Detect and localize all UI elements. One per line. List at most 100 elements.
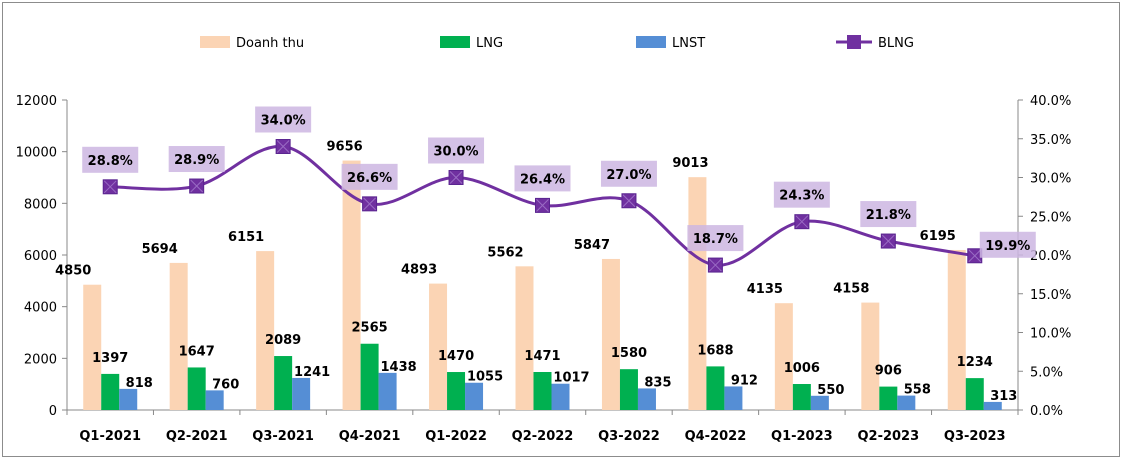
left-tick-label: 0	[49, 404, 57, 419]
blng-label-box	[82, 146, 139, 173]
data-label-doanh-thu: 5694	[142, 242, 178, 257]
x-tick-label: Q2-2022	[512, 429, 574, 444]
blng-label-box	[773, 181, 830, 208]
bar-doanh-thu	[601, 258, 620, 410]
blng-data-label: 19.9%	[985, 239, 1030, 254]
data-label-lnst: 558	[904, 383, 931, 398]
bar-doanh-thu	[169, 262, 188, 410]
bar-lng	[792, 384, 811, 410]
bar-lnst	[119, 388, 138, 410]
blng-marker-cross	[190, 179, 204, 193]
blng-data-label: 28.9%	[174, 153, 219, 168]
data-label-lnst: 1438	[380, 360, 416, 375]
data-label-doanh-thu: 4158	[833, 282, 869, 297]
bar-doanh-thu	[774, 303, 793, 410]
blng-data-label: 24.3%	[779, 189, 824, 204]
data-label-doanh-thu: 4850	[55, 264, 91, 279]
x-tick-label: Q2-2023	[857, 429, 919, 444]
x-tick-label: Q1-2022	[425, 429, 487, 444]
bar-lng	[965, 378, 984, 410]
blng-marker-cross	[536, 199, 549, 212]
bar-doanh-thu	[947, 249, 966, 410]
right-tick-label: 20.0%	[1030, 249, 1071, 264]
bar-lnst	[983, 401, 1002, 410]
right-tick-label: 30.0%	[1030, 172, 1071, 187]
right-tick-label: 5.0%	[1030, 365, 1063, 380]
bar-lnst	[551, 383, 570, 410]
bar-lnst	[810, 395, 829, 410]
blng-marker-cross	[881, 234, 895, 248]
left-tick-label: 2000	[24, 352, 57, 367]
bar-doanh-thu	[515, 266, 534, 410]
blng-marker-cross	[795, 215, 809, 229]
blng-label-box	[979, 231, 1036, 258]
blng-label-box	[341, 163, 398, 190]
data-label-lng: 1647	[179, 344, 215, 359]
blng-data-label: 21.8%	[866, 208, 911, 223]
left-tick-label: 4000	[24, 301, 57, 316]
legend-label-doanh-thu: Doanh thu	[236, 36, 304, 51]
data-label-doanh-thu: 9013	[672, 156, 708, 171]
bar-lng	[533, 371, 552, 410]
blng-marker-cross	[449, 171, 463, 184]
x-tick-label: Q3-2022	[598, 429, 660, 444]
data-label-lnst: 912	[731, 373, 758, 388]
bar-doanh-thu	[688, 177, 707, 410]
data-label-lnst: 835	[644, 375, 671, 390]
x-tick-label: Q4-2021	[339, 429, 401, 444]
blng-data-label: 27.0%	[606, 168, 651, 183]
right-tick-label: 15.0%	[1030, 288, 1071, 303]
legend-swatch-lnst	[636, 36, 666, 48]
bar-lnst	[637, 388, 656, 410]
bar-lng	[274, 356, 293, 410]
bar-doanh-thu	[861, 302, 880, 410]
blng-marker-cross	[968, 249, 982, 263]
blng-label-box	[600, 160, 657, 187]
data-label-lng: 906	[875, 364, 902, 379]
bar-lng	[706, 366, 725, 410]
left-tick-label: 8000	[24, 197, 57, 212]
bar-lng	[360, 343, 379, 410]
bar-lnst	[378, 372, 397, 410]
blng-marker-cross	[276, 140, 290, 153]
bar-lnst	[205, 390, 224, 410]
bar-lng	[101, 373, 120, 410]
right-tick-label: 10.0%	[1030, 327, 1071, 342]
data-label-lng: 1580	[611, 346, 647, 361]
bar-doanh-thu	[429, 283, 448, 410]
data-label-lng: 2089	[265, 333, 301, 348]
bar-doanh-thu	[83, 284, 102, 410]
right-tick-label: 35.0%	[1030, 133, 1071, 148]
legend-swatch-doanh-thu	[200, 36, 230, 48]
data-label-lng: 1397	[92, 351, 128, 366]
legend-label-lng: LNG	[476, 36, 503, 51]
bar-doanh-thu	[342, 160, 361, 410]
right-tick-label: 0.0%	[1030, 404, 1063, 419]
blng-label-box	[514, 165, 571, 192]
bar-lnst	[897, 395, 916, 410]
data-label-lng: 1688	[697, 343, 733, 358]
bar-doanh-thu	[256, 251, 275, 410]
blng-marker-cross	[103, 180, 117, 194]
blng-data-label: 18.7%	[693, 232, 738, 247]
data-label-lnst: 760	[212, 377, 239, 392]
bar-lnst	[724, 386, 743, 410]
data-label-doanh-thu: 4893	[401, 263, 437, 278]
data-label-lng: 2565	[351, 321, 387, 336]
data-label-lnst: 1241	[294, 365, 330, 380]
blng-label-box	[687, 225, 744, 252]
blng-data-label: 26.6%	[347, 171, 392, 186]
legend-swatch-marker	[847, 35, 861, 49]
blng-label-box	[428, 137, 485, 164]
data-label-doanh-thu: 9656	[326, 140, 362, 155]
data-label-lng: 1006	[784, 361, 820, 376]
x-tick-label: Q4-2022	[685, 429, 747, 444]
legend-label-blng: BLNG	[878, 36, 914, 51]
blng-label-box	[255, 106, 312, 133]
data-label-lng: 1470	[438, 349, 474, 364]
right-tick-label: 40.0%	[1030, 94, 1071, 109]
data-label-doanh-thu: 6151	[228, 230, 264, 245]
blng-marker-cross	[709, 258, 722, 272]
x-tick-label: Q3-2023	[944, 429, 1006, 444]
